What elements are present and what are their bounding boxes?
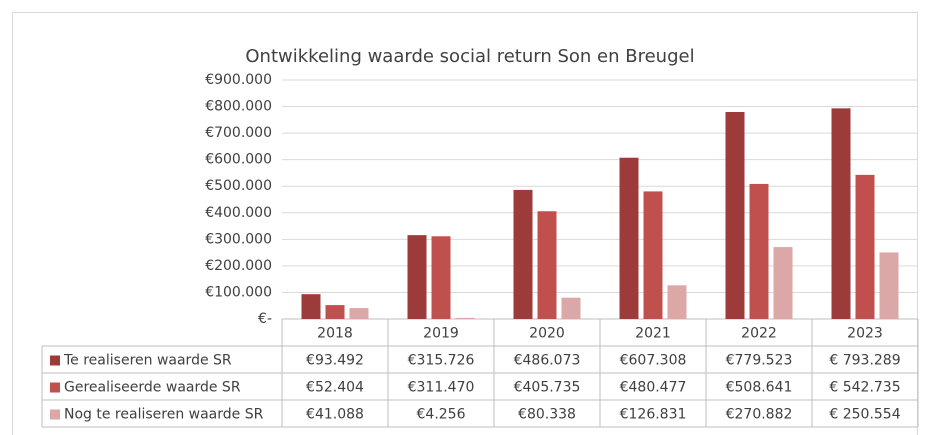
y-tick-label: €- <box>258 311 272 327</box>
y-tick-label: €900.000 <box>205 72 272 88</box>
data-label: €508.641 <box>726 380 793 396</box>
bar <box>831 108 851 319</box>
legend-swatch <box>50 355 60 366</box>
bar <box>667 285 687 319</box>
bar <box>407 235 427 319</box>
y-tick-label: €800.000 <box>205 99 272 115</box>
data-label: €270.882 <box>726 407 793 423</box>
bar <box>325 305 345 319</box>
bar <box>537 211 557 319</box>
data-label: € 793.289 <box>829 353 900 369</box>
y-tick-label: €300.000 <box>205 231 272 247</box>
y-tick-label: €600.000 <box>205 152 272 168</box>
data-label: €80.338 <box>518 407 576 423</box>
data-label: € 542.735 <box>829 380 900 396</box>
bar <box>773 247 793 319</box>
chart-border <box>12 12 918 435</box>
bar <box>431 236 451 319</box>
legend-label: Nog te realiseren waarde SR <box>64 407 264 423</box>
bar <box>349 308 369 319</box>
bar <box>455 317 475 319</box>
data-label: €315.726 <box>408 353 475 369</box>
legend-swatch <box>50 409 60 420</box>
data-label: €779.523 <box>726 353 793 369</box>
x-tick-label: 2021 <box>635 326 671 342</box>
bar <box>643 191 663 319</box>
chart-title: Ontwikkeling waarde social return Son en… <box>245 46 694 67</box>
data-label: €93.492 <box>306 353 364 369</box>
legend-label: Gerealiseerde waarde SR <box>64 380 241 396</box>
bar <box>855 174 875 319</box>
data-label: €4.256 <box>417 407 466 423</box>
bar <box>301 294 321 319</box>
bar <box>879 252 899 319</box>
x-tick-label: 2018 <box>317 326 353 342</box>
bar <box>513 189 533 319</box>
data-label: €405.735 <box>514 380 581 396</box>
bar <box>725 111 745 319</box>
y-tick-label: €700.000 <box>205 125 272 141</box>
data-label: €52.404 <box>306 380 364 396</box>
x-tick-label: 2020 <box>529 326 565 342</box>
data-label: €480.477 <box>620 380 687 396</box>
bar <box>619 157 639 319</box>
data-label: €607.308 <box>620 353 687 369</box>
y-tick-label: €100.000 <box>205 284 272 300</box>
data-label: €311.470 <box>408 380 475 396</box>
data-label: €486.073 <box>514 353 581 369</box>
x-tick-label: 2019 <box>423 326 459 342</box>
data-label: €126.831 <box>620 407 687 423</box>
data-label: € 250.554 <box>829 407 900 423</box>
data-label: €41.088 <box>306 407 364 423</box>
y-tick-label: €500.000 <box>205 178 272 194</box>
bar <box>749 183 769 319</box>
legend-label: Te realiseren waarde SR <box>63 353 232 369</box>
legend-swatch <box>50 382 60 393</box>
x-tick-label: 2022 <box>741 326 777 342</box>
x-tick-label: 2023 <box>847 326 883 342</box>
bar <box>561 297 581 319</box>
y-tick-label: €400.000 <box>205 205 272 221</box>
y-tick-label: €200.000 <box>205 258 272 274</box>
